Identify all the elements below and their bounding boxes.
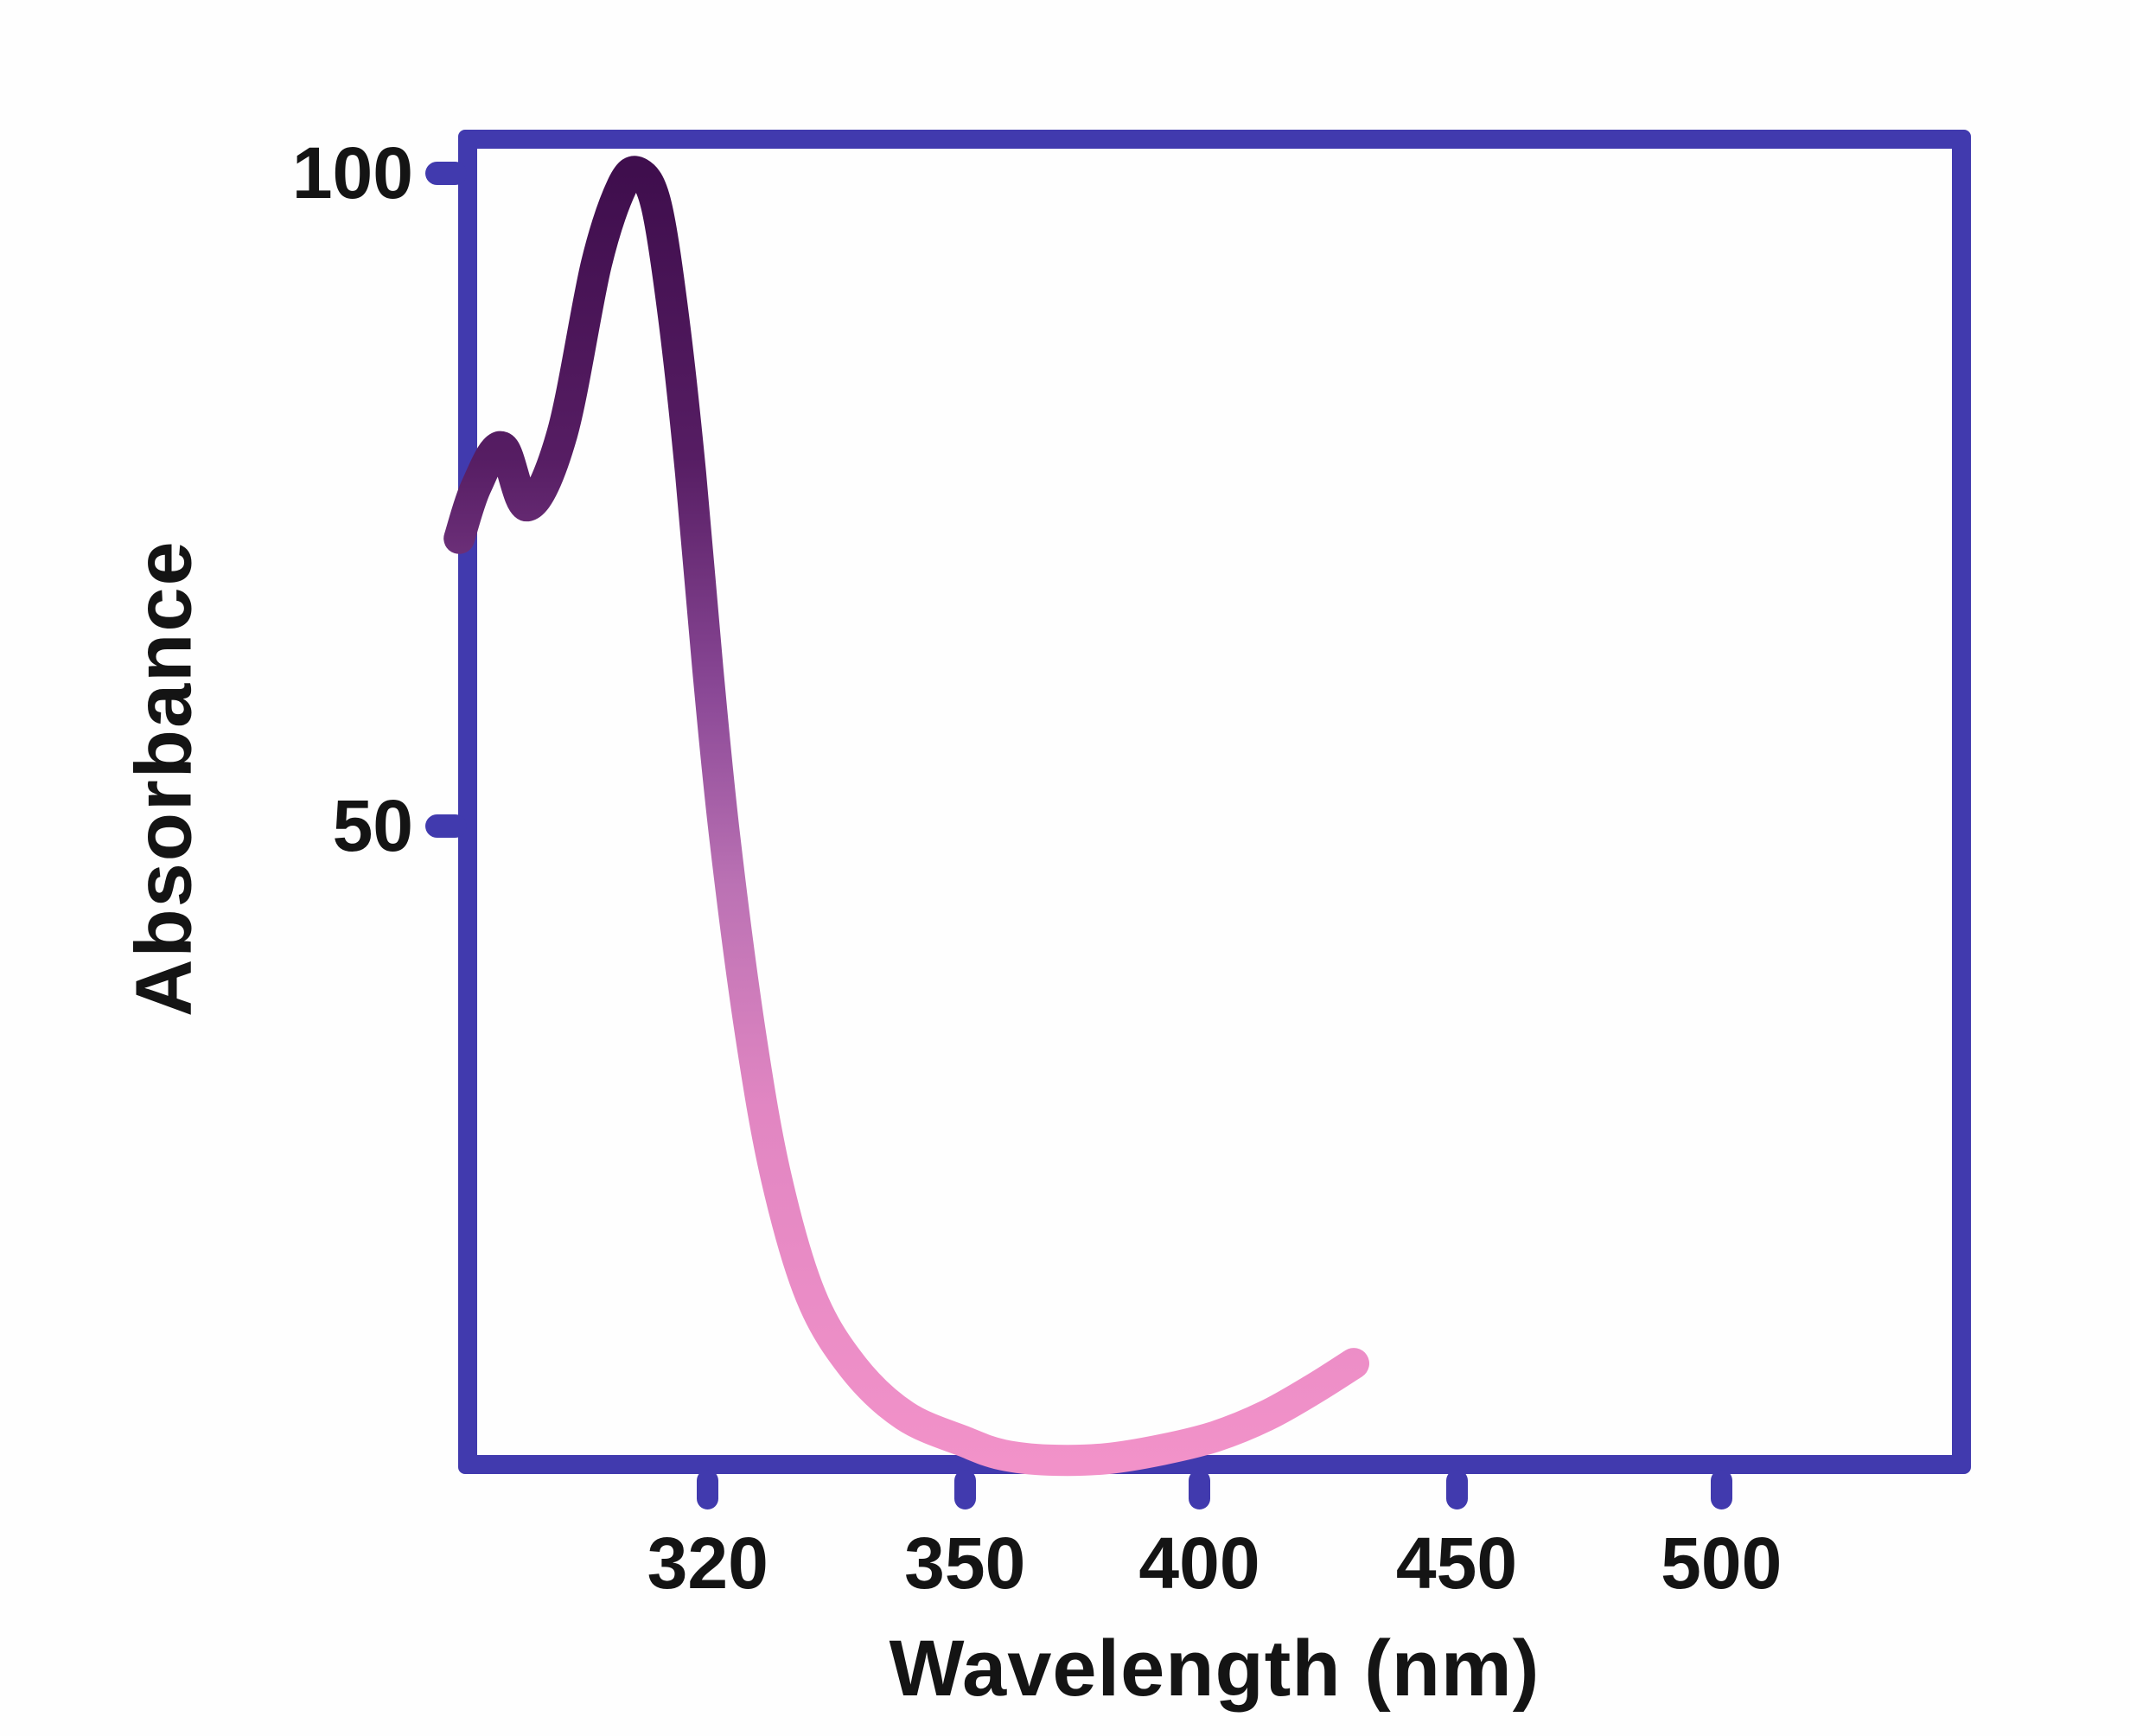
x-tick-mark [953, 1470, 976, 1509]
y-tick-mark [425, 161, 467, 185]
x-tick-label: 450 [1395, 1522, 1518, 1604]
y-tick-50: 50 [199, 782, 467, 869]
x-tick-mark [697, 1470, 719, 1509]
x-tick-label: 320 [647, 1522, 768, 1604]
x-tick-320: 320 [622, 1470, 794, 1599]
y-tick-label: 100 [291, 132, 413, 214]
y-tick-label: 50 [332, 785, 413, 866]
x-tick-label: 400 [1138, 1522, 1260, 1604]
x-tick-350: 350 [878, 1470, 1051, 1599]
y-tick-mark [425, 814, 467, 838]
x-tick-500: 500 [1635, 1470, 1808, 1599]
x-tick-mark [1445, 1470, 1468, 1509]
x-tick-450: 450 [1370, 1470, 1543, 1599]
x-tick-mark [1710, 1470, 1732, 1509]
plot-area [458, 130, 1971, 1474]
y-axis-title: Absorbance [119, 539, 208, 1017]
x-tick-label: 350 [904, 1522, 1026, 1604]
x-tick-mark [1189, 1470, 1210, 1509]
x-tick-400: 400 [1113, 1470, 1286, 1599]
y-tick-100: 100 [199, 130, 467, 216]
x-axis-title: Wavelength (nm) [889, 1624, 1540, 1713]
x-tick-label: 500 [1661, 1522, 1782, 1604]
